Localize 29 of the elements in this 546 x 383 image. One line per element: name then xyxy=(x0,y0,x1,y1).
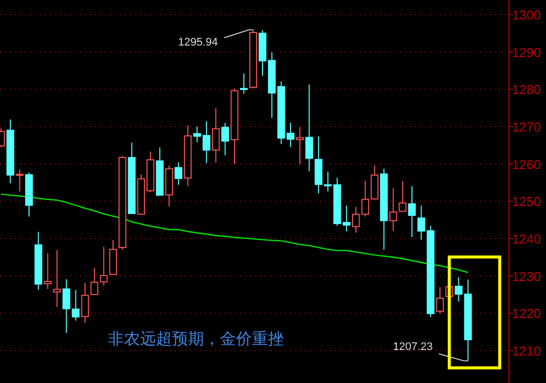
y-tick-label: 1230 xyxy=(512,268,541,284)
line-series xyxy=(0,193,469,274)
candlestick xyxy=(436,286,444,314)
annotation: 1207.23 xyxy=(392,340,433,353)
y-tick-label: 1300 xyxy=(512,8,541,23)
candlestick xyxy=(81,282,89,324)
y-tick-label: 1220 xyxy=(512,306,541,322)
y-tick-label: 1250 xyxy=(512,194,541,210)
candlestick xyxy=(212,108,220,163)
candlestick xyxy=(221,122,230,156)
candlestick xyxy=(62,278,70,334)
candlestick xyxy=(417,205,426,240)
candlestick xyxy=(16,168,24,192)
y-tick-label: 1290 xyxy=(512,44,541,60)
candlestick xyxy=(72,290,80,322)
candlestick xyxy=(174,162,182,186)
candlestick xyxy=(408,186,416,238)
y-tick-label: 1240 xyxy=(512,232,541,247)
candlestick xyxy=(296,126,304,165)
y-tick-label: 1210 xyxy=(512,344,541,359)
annotation: 非农远超预期，金价重挫 xyxy=(108,329,284,348)
y-tick-label: 1260 xyxy=(512,156,541,172)
annotation: 1295.94 xyxy=(178,36,218,49)
y-tick-label: 1270 xyxy=(512,120,541,135)
candlestick xyxy=(240,73,248,94)
candlestick xyxy=(44,252,52,290)
candlestick xyxy=(305,84,314,172)
y-tick-label: 1280 xyxy=(512,82,541,98)
candlestick xyxy=(53,250,61,308)
